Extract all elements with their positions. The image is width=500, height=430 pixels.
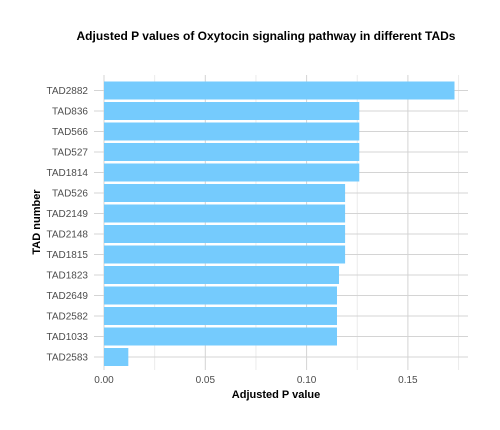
x-tick-label: 0.15	[398, 375, 418, 386]
y-tick-label: TAD527	[52, 148, 88, 159]
y-tick-label: TAD2882	[46, 86, 88, 97]
y-tick-label: TAD836	[52, 107, 88, 118]
bar-TAD2149	[104, 204, 346, 223]
bar-TAD836	[104, 102, 360, 120]
bar-TAD1815	[104, 245, 346, 264]
x-tick-labels: 0.00 0.05 0.10 0.15	[94, 375, 418, 386]
y-tick-label: TAD1814	[46, 168, 88, 179]
y-tick-label: TAD2148	[46, 230, 88, 241]
y-tick-label: TAD526	[52, 189, 88, 200]
x-tick-label: 0.05	[196, 375, 216, 386]
y-tick-label: TAD2583	[46, 353, 88, 364]
y-tick-labels: TAD2882 TAD836 TAD566 TAD527 TAD1814 TAD526 TA…	[46, 86, 88, 364]
bar-TAD526	[104, 184, 346, 202]
bar-TAD2583	[104, 348, 129, 366]
y-tick-label: TAD1033	[46, 332, 88, 343]
bar-TAD2649	[104, 286, 337, 305]
bar-TAD566	[104, 122, 360, 141]
bar-TAD2148	[104, 225, 346, 243]
bar-TAD1814	[104, 163, 360, 182]
bar-TAD527	[104, 143, 360, 161]
y-tick-label: TAD2582	[46, 312, 88, 323]
x-tick-label: 0.00	[94, 375, 114, 386]
chart-title: Adjusted P values of Oxytocin signaling …	[77, 29, 456, 43]
x-tick-label: 0.10	[297, 375, 317, 386]
bar-TAD1823	[104, 266, 340, 284]
bars	[104, 81, 455, 366]
y-tick-label: TAD2649	[46, 291, 88, 302]
bar-TAD1033	[104, 327, 337, 346]
y-tick-label: TAD2149	[46, 209, 88, 220]
bar-TAD2882	[104, 81, 455, 100]
bar-TAD2582	[104, 307, 337, 325]
y-tick-label: TAD1815	[46, 250, 88, 261]
y-tick-label: TAD566	[52, 127, 88, 138]
y-tick-label: TAD1823	[46, 271, 88, 282]
y-axis-title: TAD number	[31, 189, 43, 255]
x-axis-title: Adjusted P value	[232, 389, 320, 401]
